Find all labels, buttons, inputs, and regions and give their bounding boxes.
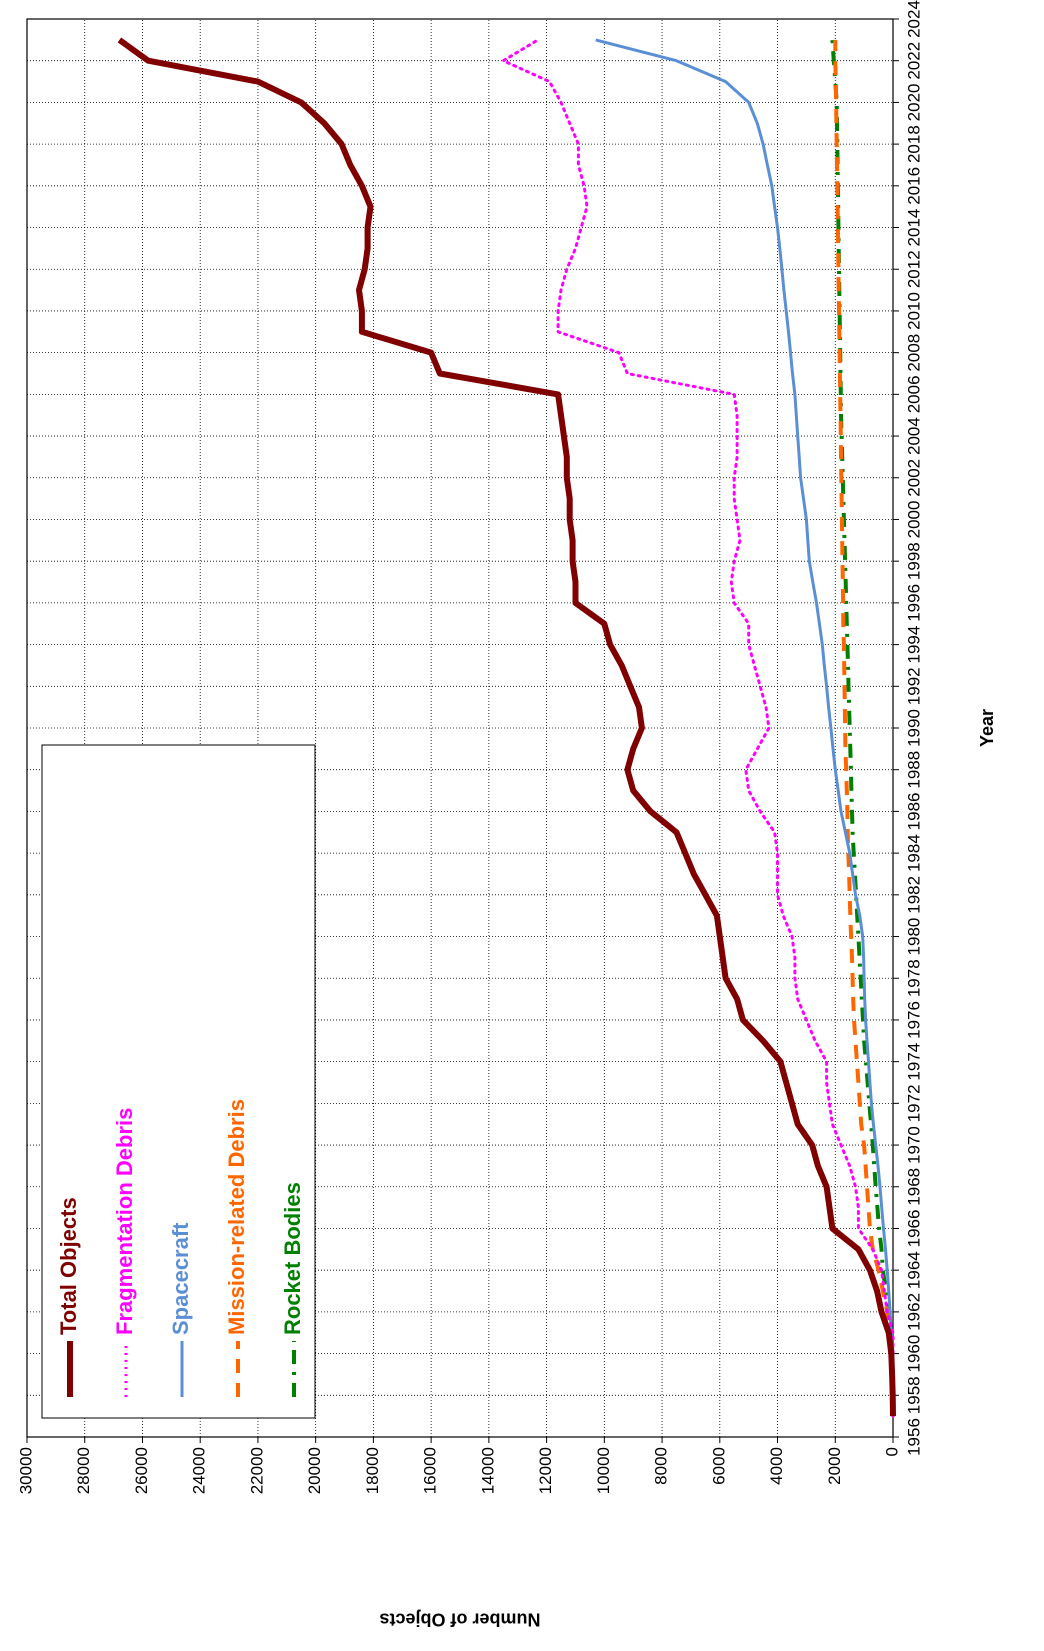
x-tick-label: 1982: [904, 876, 923, 914]
y-tick-label: 28000: [74, 1447, 93, 1494]
y-tick-label: 10000: [594, 1447, 613, 1494]
y-tick-label: 12000: [536, 1447, 555, 1494]
x-tick-label: 2018: [904, 125, 923, 163]
x-tick-label: 1984: [904, 834, 923, 872]
x-tick-label: 1994: [904, 626, 923, 664]
x-tick-label: 1980: [904, 918, 923, 956]
legend-label: Spacecraft: [168, 1222, 193, 1335]
x-tick-label: 2004: [904, 417, 923, 455]
x-tick-label: 2012: [904, 250, 923, 288]
x-tick-label: 1976: [904, 1001, 923, 1039]
x-tick-label: 1988: [904, 751, 923, 789]
x-tick-label: 1970: [904, 1126, 923, 1164]
x-tick-label: 1968: [904, 1168, 923, 1206]
y-axis-title: Number of Objects: [379, 1609, 540, 1629]
x-tick-label: 1972: [904, 1084, 923, 1122]
series-line: [595, 38, 895, 1417]
x-tick-label: 1964: [904, 1251, 923, 1289]
y-tick-label: 24000: [190, 1447, 209, 1494]
y-tick-label: 8000: [652, 1447, 671, 1485]
y-tick-label: 4000: [767, 1447, 786, 1485]
x-tick-label: 2008: [904, 334, 923, 372]
x-tick-label: 1998: [904, 542, 923, 580]
x-tick-label: 1974: [904, 1043, 923, 1081]
x-tick-label: 1996: [904, 584, 923, 622]
x-tick-label: 2016: [904, 167, 923, 205]
y-tick-label: 16000: [421, 1447, 440, 1494]
y-tick-label: 14000: [478, 1447, 497, 1494]
plot-border: [26, 18, 894, 1438]
x-tick-label: 1986: [904, 792, 923, 830]
y-tick-label: 26000: [132, 1447, 151, 1494]
x-tick-label: 2006: [904, 375, 923, 413]
legend-label: Fragmentation Debris: [112, 1108, 137, 1335]
y-tick-label: 30000: [16, 1447, 35, 1494]
legend-box: [41, 744, 316, 1419]
x-axis-title: Year: [977, 709, 997, 747]
legend-label: Rocket Bodies: [280, 1182, 305, 1335]
x-tick-label: 1992: [904, 667, 923, 705]
legend-label: Total Objects: [56, 1197, 81, 1335]
series-line: [501, 38, 895, 1418]
y-tick-label: 0: [882, 1447, 901, 1456]
x-tick-label: 1962: [904, 1293, 923, 1331]
x-tick-label: 2000: [904, 501, 923, 539]
y-tick-label: 18000: [363, 1447, 382, 1494]
x-tick-label: 1960: [904, 1335, 923, 1373]
x-tick-label: 1978: [904, 959, 923, 997]
x-tick-label: 1958: [904, 1376, 923, 1414]
x-tick-label: 1990: [904, 709, 923, 747]
y-tick-label: 2000: [825, 1447, 844, 1485]
rotated-chart: Year Number of Objects 0 2000 4000 6000 8000…: [16, 0, 996, 1629]
x-tick-label: 1956: [904, 1418, 923, 1456]
y-tick-label: 20000: [305, 1447, 324, 1494]
x-tick-label: 2020: [904, 83, 923, 121]
x-tick-label: 2010: [904, 292, 923, 330]
legend-label: Mission-related Debris: [224, 1099, 249, 1335]
x-tick-label: 2022: [904, 42, 923, 80]
x-tick-label: 2024: [904, 0, 923, 38]
series-line: [117, 37, 896, 1417]
y-tick-label: 6000: [709, 1447, 728, 1485]
y-tick-label: 22000: [247, 1447, 266, 1494]
x-tick-label: 1966: [904, 1210, 923, 1248]
x-tick-label: 2014: [904, 209, 923, 247]
x-tick-label: 2002: [904, 459, 923, 497]
